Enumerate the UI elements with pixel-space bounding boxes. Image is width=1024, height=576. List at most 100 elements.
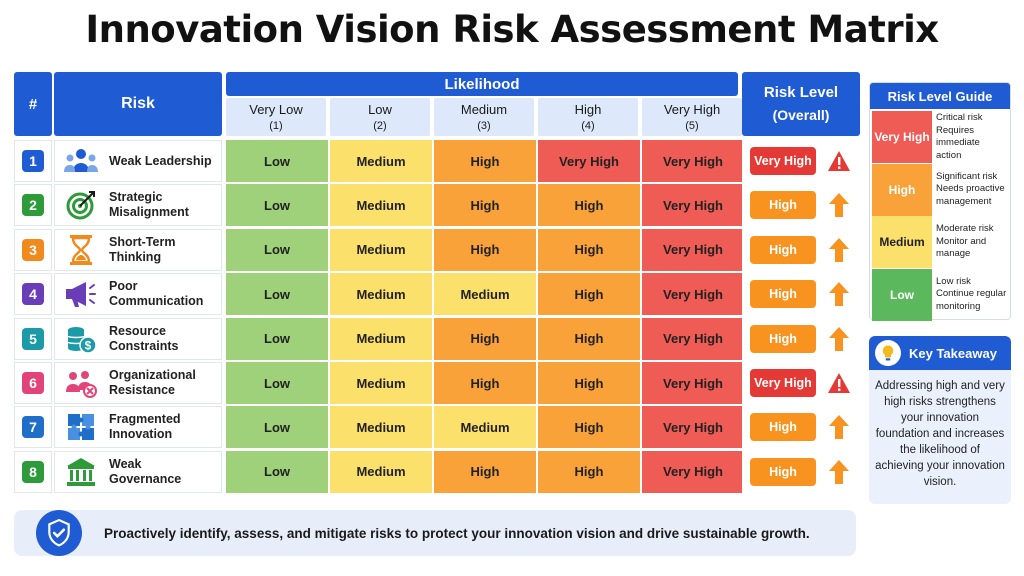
risk-level-guide: Risk Level Guide Very High Critical risk R… xyxy=(869,82,1011,321)
risk-row-label: Poor Communication xyxy=(54,273,222,316)
row-number-cell: 7 xyxy=(14,406,52,449)
risk-cell-value: Very High xyxy=(538,140,640,182)
guide-description: Low risk Continue regular monitoring xyxy=(932,269,1010,321)
risk-name-line2: Governance xyxy=(109,471,182,486)
risk-level-sublabel: (Overall) xyxy=(772,107,830,123)
risk-cell-value: High xyxy=(538,450,640,493)
risk-name-line2: Thinking xyxy=(109,249,162,264)
guide-description-line2: Monitor and xyxy=(936,235,987,247)
target-icon xyxy=(63,188,99,222)
risk-header: Risk xyxy=(54,72,222,136)
risk-cell-value: High xyxy=(538,228,640,271)
risk-cell-value: Low xyxy=(226,228,328,271)
risk-cell-value: High xyxy=(538,273,640,316)
key-takeaway-panel: Key Takeaway Addressing high and very hi… xyxy=(869,336,1011,504)
overall-risk-cell: High xyxy=(742,184,860,227)
risk-row-label: Strategic Misalignment xyxy=(54,184,222,227)
risk-name: Fragmented Innovation xyxy=(109,412,181,442)
guide-description-line3: management xyxy=(936,195,992,207)
risk-name-line1: Poor xyxy=(109,279,138,294)
guide-description: Moderate risk Monitor and manage xyxy=(932,216,1010,268)
guide-description-line1: Low risk xyxy=(936,275,971,287)
risk-cell-value: Medium xyxy=(434,273,536,316)
leader-icon xyxy=(63,144,99,178)
shield-check-icon xyxy=(36,510,82,556)
guide-title: Risk Level Guide xyxy=(870,83,1010,109)
risk-cell-value: High xyxy=(538,406,640,449)
risk-cell-value: Medium xyxy=(330,317,432,360)
row-number-badge: 8 xyxy=(22,460,44,483)
guide-description-line1: Significant risk xyxy=(936,170,998,182)
guide-description-line1: Critical risk xyxy=(936,112,983,123)
risk-cell-value: Very High xyxy=(642,362,744,404)
risk-cell-value: Low xyxy=(226,450,328,493)
risk-name: Weak Governance xyxy=(109,457,181,487)
risk-cell-value: Medium xyxy=(330,406,432,449)
guide-description-line3: action xyxy=(936,149,962,161)
risk-cell-value: High xyxy=(434,317,536,360)
row-number-cell: 6 xyxy=(14,362,52,404)
row-number-badge: 4 xyxy=(22,283,44,306)
risk-cell-value: Low xyxy=(226,406,328,449)
overall-risk-badge: High xyxy=(750,413,816,442)
overall-risk-cell: High xyxy=(742,228,860,271)
overall-risk-cell: High xyxy=(742,317,860,360)
overall-risk-cell: High xyxy=(742,450,860,493)
risk-cell-value: Low xyxy=(226,184,328,227)
overall-risk-badge: High xyxy=(750,457,816,486)
likelihood-column-number: (5) xyxy=(685,120,699,132)
risk-cell-value: High xyxy=(434,184,536,227)
takeaway-text: Addressing high and very high risks stre… xyxy=(875,380,1005,488)
risk-name-line1: Organizational xyxy=(109,368,196,382)
likelihood-column-number: (2) xyxy=(373,120,387,132)
megaphone-icon xyxy=(63,277,99,311)
risk-row-label: Short-Term Thinking xyxy=(54,228,222,271)
risk-cell-value: Low xyxy=(226,362,328,404)
row-number-badge: 5 xyxy=(22,327,44,350)
arrow-up-icon xyxy=(826,237,852,263)
likelihood-column-header: Very Low (1) xyxy=(226,98,326,136)
risk-row-label: Fragmented Innovation xyxy=(54,406,222,449)
hourglass-icon xyxy=(63,233,99,267)
risk-cell-value: High xyxy=(434,362,536,404)
guide-description-line2: Requires immediate xyxy=(936,124,980,149)
guide-description-line1: Moderate risk xyxy=(936,223,994,235)
guide-item: High Significant risk Needs proactive manag… xyxy=(872,163,1010,216)
likelihood-column-header: Low (2) xyxy=(330,98,430,136)
risk-cell-value: Low xyxy=(226,317,328,360)
row-number-badge: 7 xyxy=(22,416,44,439)
overall-risk-cell: Very High xyxy=(742,140,860,182)
coins-icon: $ xyxy=(63,322,99,356)
risk-name: Short-Term Thinking xyxy=(109,235,175,265)
people-block-icon xyxy=(63,366,99,400)
overall-risk-badge: High xyxy=(750,191,816,220)
row-number-cell: 5 xyxy=(14,317,52,360)
warning-icon xyxy=(826,148,852,174)
risk-cell-value: Very High xyxy=(642,273,744,316)
risk-cell-value: Very High xyxy=(642,140,744,182)
guide-description-line3: monitoring xyxy=(936,300,981,312)
arrow-up-icon xyxy=(826,281,852,307)
likelihood-column-label: High xyxy=(574,102,602,117)
guide-item: Very High Critical risk Requires immediate… xyxy=(872,111,1010,163)
risk-name-line2: Constraints xyxy=(109,338,179,353)
footer-text: Proactively identify, assess, and mitiga… xyxy=(104,525,810,541)
risk-cell-value: Medium xyxy=(330,362,432,404)
likelihood-column-label: Very Low xyxy=(249,102,303,117)
risk-cell-value: Medium xyxy=(330,273,432,316)
risk-cell-value: Medium xyxy=(330,228,432,271)
risk-row-label: Organizational Resistance xyxy=(54,362,222,404)
risk-name: Organizational Resistance xyxy=(109,368,196,398)
likelihood-column-header: High (4) xyxy=(538,98,638,136)
arrow-up-icon xyxy=(826,192,852,218)
risk-name-line2: Innovation xyxy=(109,427,173,442)
likelihood-column-number: (4) xyxy=(581,120,595,132)
row-number-cell: 1 xyxy=(14,140,52,182)
row-number-cell: 4 xyxy=(14,273,52,316)
likelihood-column-label: Low xyxy=(368,102,392,117)
risk-name-line1: Weak Leadership xyxy=(109,153,212,168)
row-number-cell: 3 xyxy=(14,228,52,271)
guide-description-line2: Needs proactive xyxy=(936,183,1005,195)
risk-name: Resource Constraints xyxy=(109,324,178,354)
risk-cell-value: Very High xyxy=(642,317,744,360)
